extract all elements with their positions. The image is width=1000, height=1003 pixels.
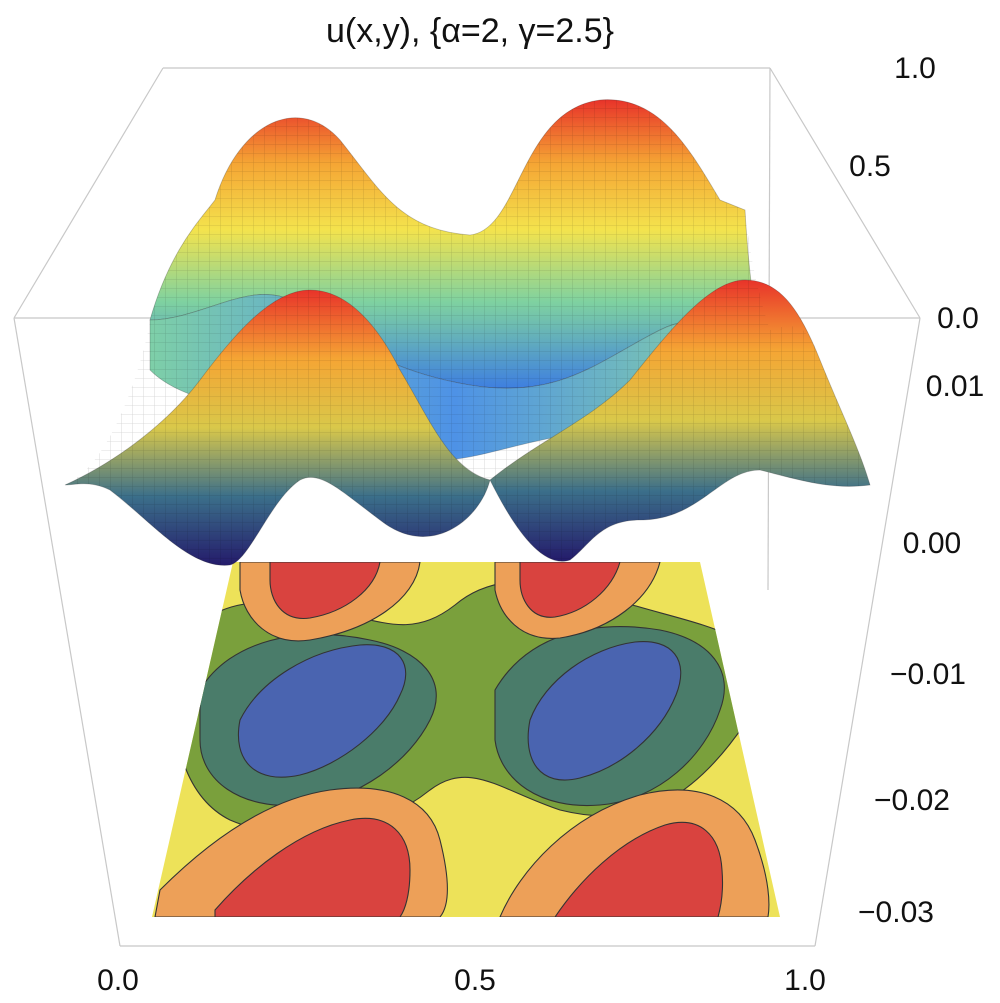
contour-z-tick-label: −0.02 (874, 784, 950, 817)
contour-plot (152, 562, 780, 917)
contour-band-red-top-left (269, 562, 381, 619)
surface-z-tick-label: 0.0 (937, 302, 979, 335)
contour-z-axis-ticks: 0.01 0.00 −0.01 −0.02 −0.03 (858, 370, 984, 929)
surface-plot (64, 99, 871, 566)
surface-mesh (65, 99, 870, 566)
x-tick-label: 0.0 (97, 964, 139, 997)
surface-z-axis-ticks: 1.0 0.5 0.0 (849, 52, 979, 335)
contour-z-tick-label: 0.01 (926, 370, 984, 403)
x-tick-label: 0.5 (454, 964, 496, 997)
x-tick-label: 1.0 (784, 964, 826, 997)
contour-band-blue-left (238, 644, 407, 778)
contour-z-tick-label: −0.01 (890, 658, 966, 691)
contour-z-tick-label: −0.03 (858, 896, 934, 929)
contour-band-red-bottom-right (553, 821, 724, 917)
contour-band-red-bottom-left (214, 818, 411, 917)
contour-band-blue-right (527, 640, 682, 781)
contour-band-red-top-right (519, 562, 621, 618)
x-axis-ticks: 0.0 0.5 1.0 (97, 964, 826, 997)
contour-z-tick-label: 0.00 (903, 527, 961, 560)
chart-title: u(x,y), {α=2, γ=2.5} (326, 12, 614, 50)
surface-z-tick-label: 1.0 (894, 52, 936, 85)
surface-z-tick-label: 0.5 (849, 150, 891, 183)
